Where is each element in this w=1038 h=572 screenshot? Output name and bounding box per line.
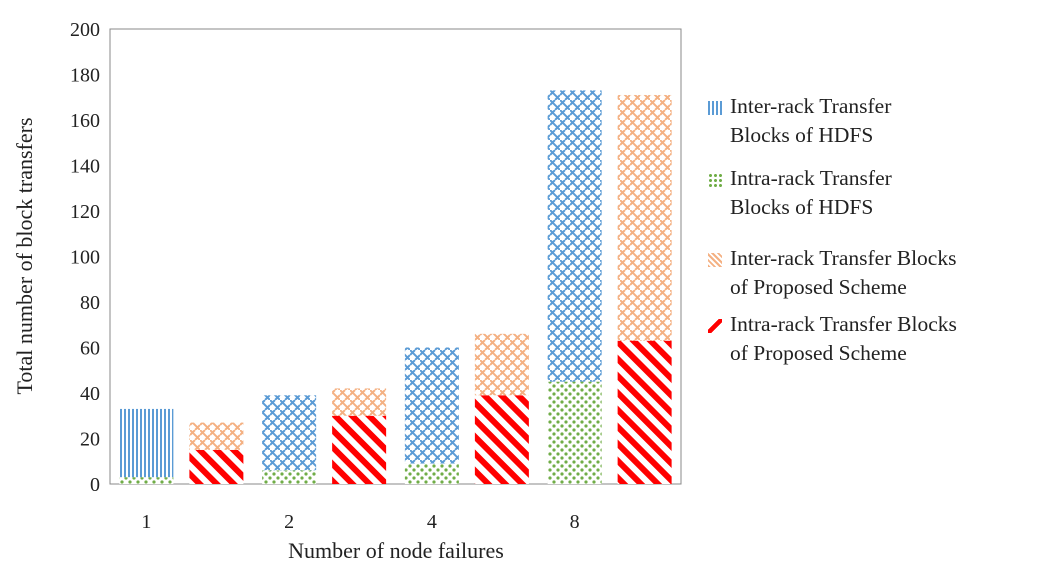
bar-proposed-inter-4 <box>474 333 529 396</box>
bar-proposed-intra-8 <box>617 340 672 484</box>
bar-hdfs-intra-4 <box>404 463 459 484</box>
x-tick-label: 8 <box>570 511 580 533</box>
y-tick-label: 20 <box>80 429 100 451</box>
legend-item-hdfs-intra: Intra-rack Transfer Blocks of HDFS <box>702 164 1038 222</box>
bar-proposed-intra-1 <box>189 449 244 484</box>
legend-swatch-prop-inter <box>708 253 722 267</box>
y-tick-label: 100 <box>70 247 100 269</box>
y-tick-label: 120 <box>70 201 100 223</box>
plot-area <box>109 28 682 485</box>
y-tick-label: 0 <box>90 474 100 496</box>
bar-hdfs-intra-8 <box>547 381 602 484</box>
bar-proposed-inter-1 <box>189 422 244 450</box>
legend-item-hdfs-inter: Inter-rack Transfer Blocks of HDFS <box>702 92 1038 150</box>
legend-label-line: Blocks of HDFS <box>730 195 874 219</box>
y-tick-label: 140 <box>70 156 100 178</box>
legend: Inter-rack Transfer Blocks of HDFS Intra-r… <box>702 92 1038 368</box>
bar-proposed-inter-2 <box>332 388 387 416</box>
bar-hdfs-inter-4 <box>404 347 459 464</box>
x-tick-label: 2 <box>284 511 294 533</box>
x-tick-label: 4 <box>427 511 437 533</box>
y-tick-label: 160 <box>70 110 100 132</box>
bar-proposed-intra-4 <box>474 395 529 484</box>
x-tick-label: 1 <box>141 511 151 533</box>
y-tick-label: 180 <box>70 65 100 87</box>
legend-swatch-prop-intra <box>708 319 722 333</box>
legend-label-line: of Proposed Scheme <box>730 341 907 365</box>
y-tick-label: 200 <box>70 19 100 41</box>
legend-label-line: Blocks of HDFS <box>730 123 874 147</box>
legend-label-line: Intra-rack Transfer <box>730 166 892 190</box>
legend-swatch-hdfs-inter <box>708 101 722 115</box>
y-tick-label: 60 <box>80 338 100 360</box>
legend-item-prop-intra: Intra-rack Transfer Blocks of Proposed Sc… <box>702 310 1038 368</box>
legend-item-prop-inter: Inter-rack Transfer Blocks of Proposed Sc… <box>702 244 1038 302</box>
y-tick-label: 40 <box>80 383 100 405</box>
bar-hdfs-inter-8 <box>547 90 602 382</box>
legend-label-line: Intra-rack Transfer Blocks <box>730 312 957 336</box>
bar-hdfs-intra-1 <box>119 477 174 484</box>
bar-hdfs-inter-2 <box>262 395 317 471</box>
bar-hdfs-intra-2 <box>262 470 317 484</box>
legend-label-line: of Proposed Scheme <box>730 275 907 299</box>
legend-label-line: Inter-rack Transfer <box>730 94 892 118</box>
y-tick-label: 80 <box>80 292 100 314</box>
legend-label-line: Inter-rack Transfer Blocks <box>730 246 957 270</box>
bar-hdfs-inter-1 <box>119 408 174 478</box>
y-axis-label: Total number of block transfers <box>12 117 37 394</box>
x-axis-label: Number of node failures <box>288 538 504 563</box>
bar-proposed-inter-8 <box>617 94 672 341</box>
bar-proposed-intra-2 <box>332 415 387 484</box>
legend-swatch-hdfs-intra <box>708 173 722 187</box>
